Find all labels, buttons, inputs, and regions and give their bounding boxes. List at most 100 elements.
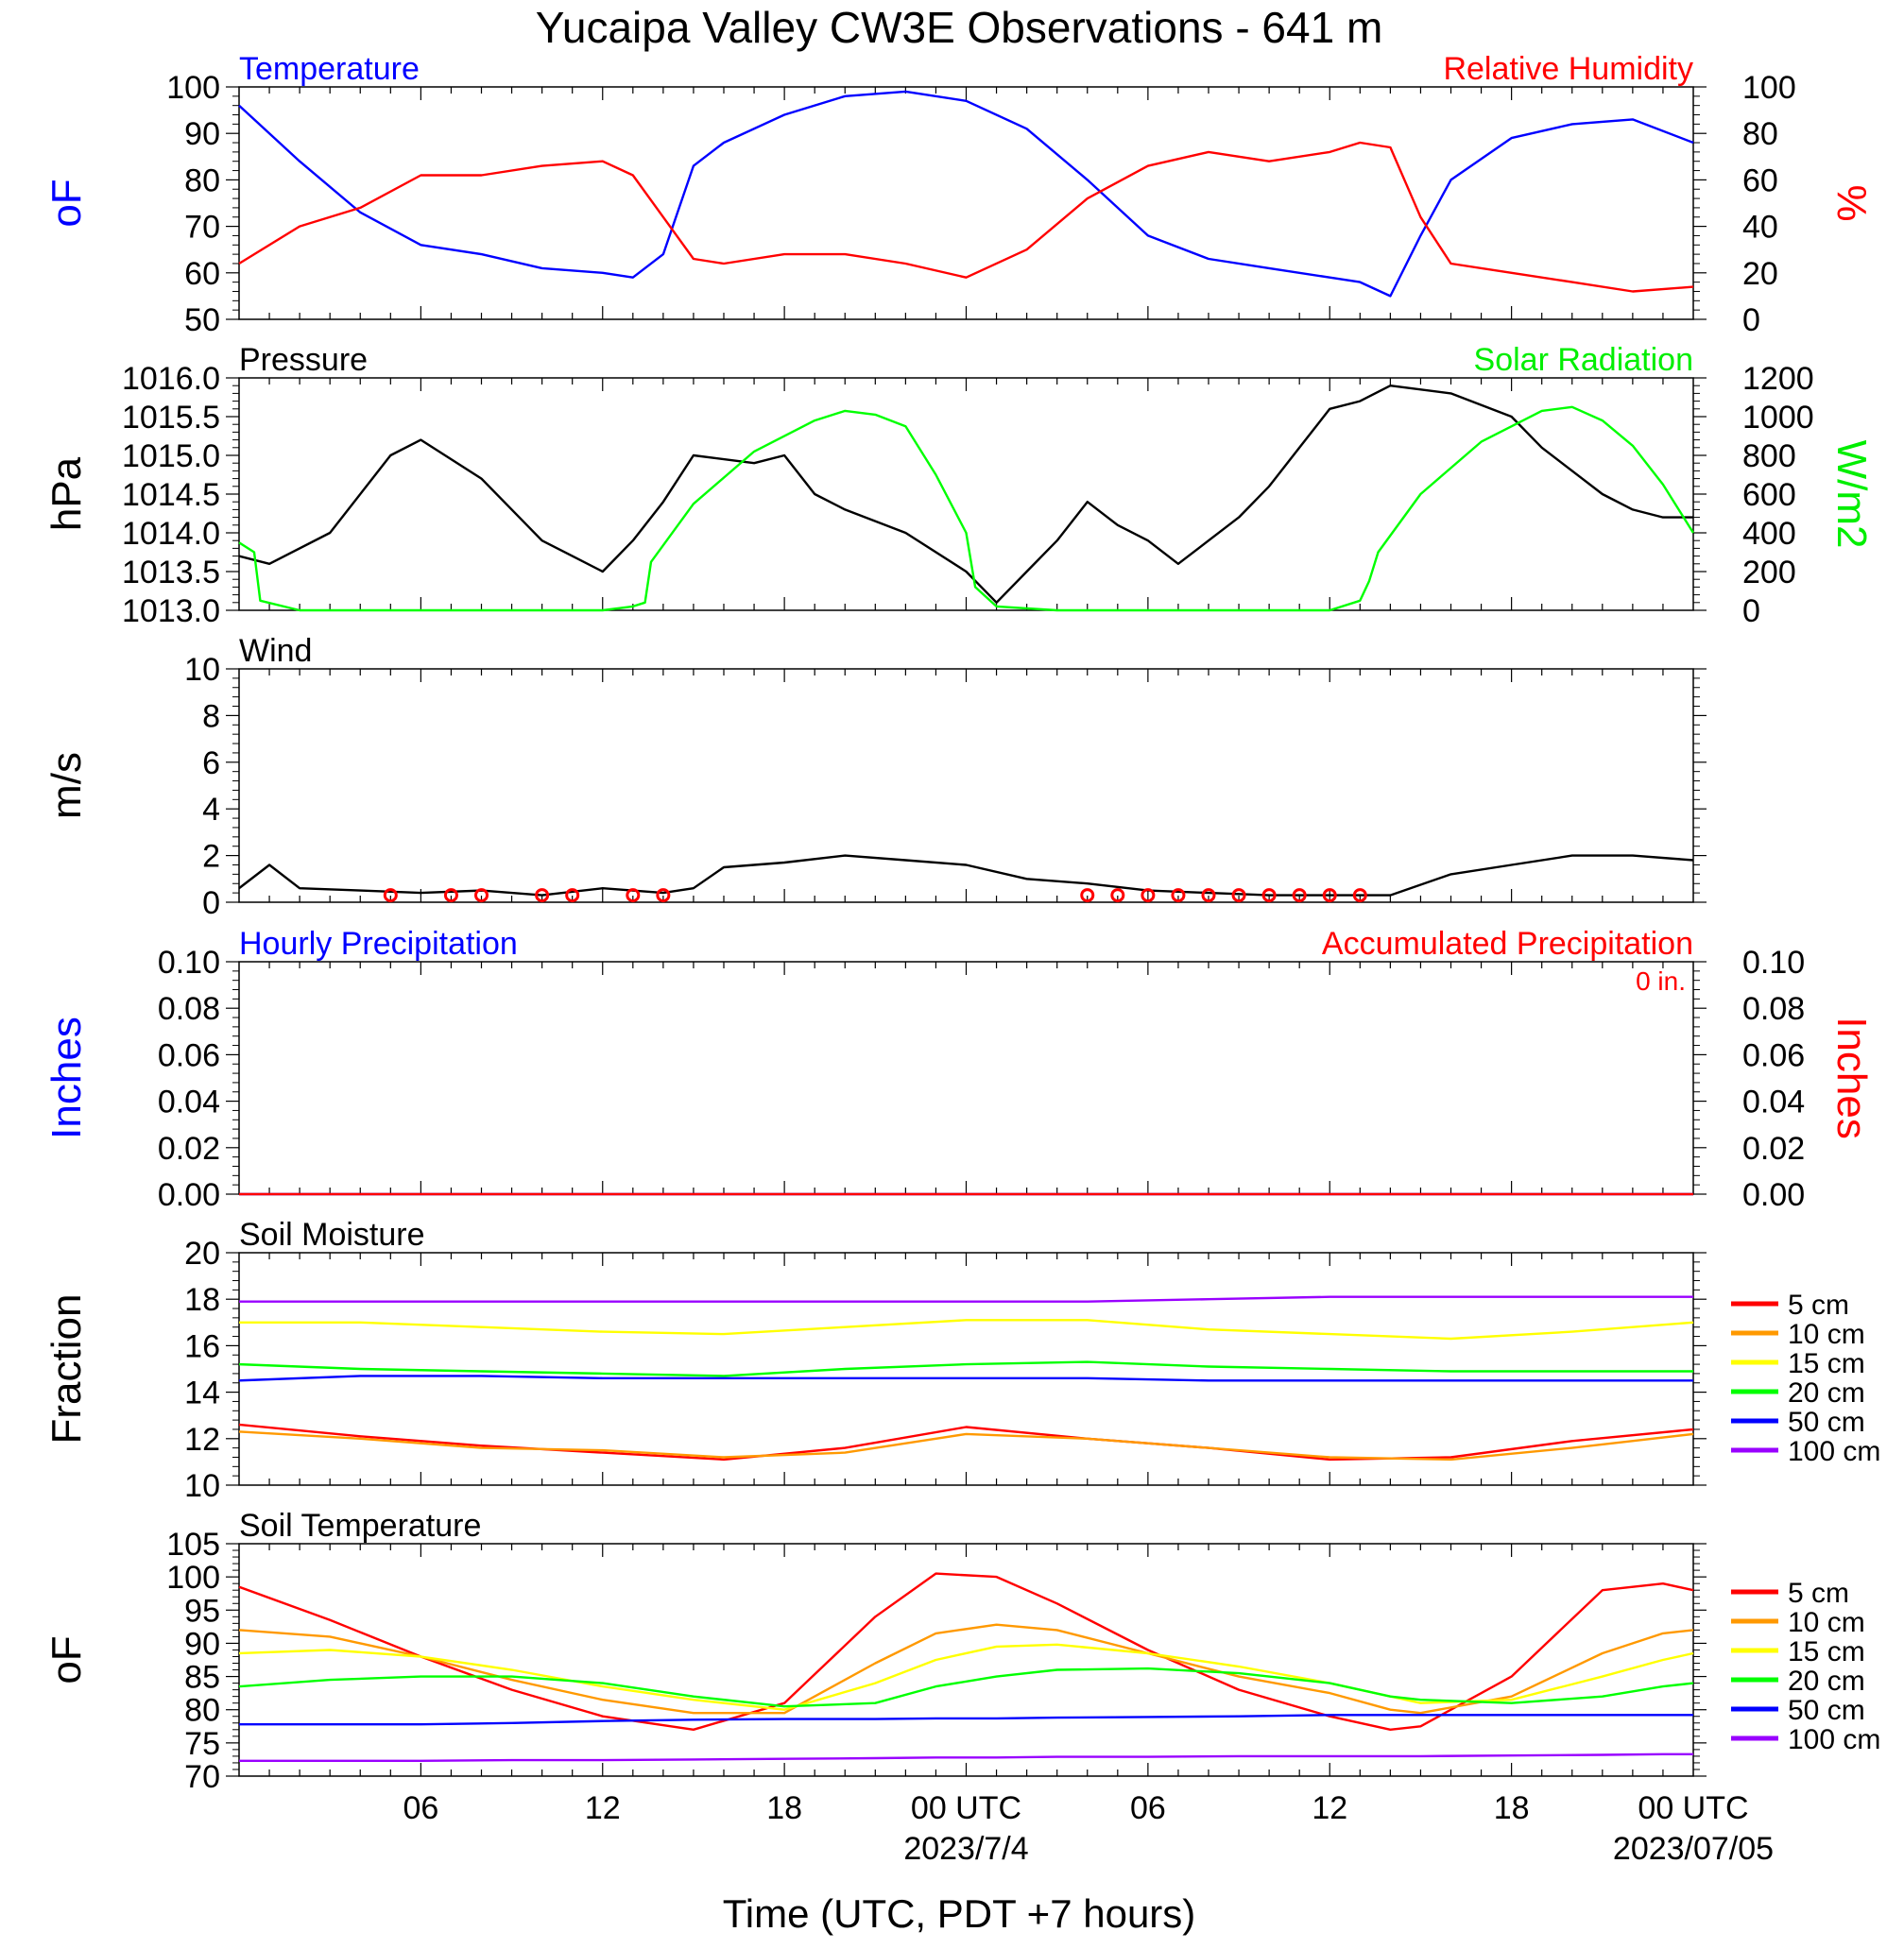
x-tick-label: 06 [1130,1790,1166,1826]
x-tick-label: 18 [1494,1790,1530,1826]
y-tick-label: 0.08 [158,991,220,1027]
calm-wind-marker [1080,888,1095,903]
series-line-1 [238,405,1695,612]
y2-tick-label: 400 [1742,516,1796,552]
legend-label: 15 cm [1788,1636,1865,1667]
y-tick-label: 1016.0 [122,361,220,397]
y-tick-label: 70 [184,210,220,246]
legend-label: 100 cm [1788,1436,1880,1467]
y-axis-label-group: oF [43,179,90,227]
x-tick-label: 00 UTC [911,1790,1021,1826]
y-tick-label: 20 [184,1236,220,1272]
series-line-0 [238,1572,1694,1732]
x-tick-label: 12 [1312,1790,1347,1826]
y2-tick-label: 40 [1742,210,1778,246]
series-line-0 [238,385,1693,604]
calm-wind-marker [1141,888,1156,903]
y2-tick-label: 200 [1742,555,1796,590]
y-tick-label: 18 [184,1282,220,1318]
series-line-3 [238,1360,1693,1377]
y-tick-label: 90 [184,116,220,152]
y-axis-label: oF [43,1635,90,1684]
calm-wind-marker [1201,888,1216,903]
y2-tick-label: 0.04 [1742,1085,1805,1120]
series-line-5 [239,1752,1693,1763]
y2-tick-label: 80 [1742,116,1778,152]
y2-tick-label: 1200 [1742,361,1814,397]
y-axis-label: hPa [43,456,90,531]
panel-title-right: Relative Humidity [1443,51,1693,87]
y-tick-label: 0 [202,885,220,921]
y-tick-label: 105 [166,1527,220,1563]
calm-wind-marker [1352,888,1367,903]
x-tick-label: 12 [585,1790,621,1826]
accumulated-total-label: 0 in. [1636,966,1686,996]
y-tick-label: 100 [166,1560,220,1596]
calm-wind-marker [565,888,580,903]
calm-wind-marker [474,888,489,903]
series-line-5 [239,1295,1693,1303]
legend-label: 10 cm [1788,1319,1865,1350]
panel-title-left: Pressure [239,342,368,378]
y-axis-label: Fraction [43,1294,90,1445]
y2-tick-label: 1000 [1742,400,1814,436]
plot-frame [238,668,1694,903]
calm-wind-marker [443,888,458,903]
calm-wind-marker [535,888,550,903]
y-tick-label: 1013.0 [122,593,220,629]
calm-wind-marker [1261,888,1277,903]
series-line-0 [238,854,1694,897]
x-tick-label: 00 UTC [1638,1790,1748,1826]
y2-tick-label: 0.08 [1742,991,1805,1027]
x-axis: 06 12 18 00 UTC 06 12 18 00 UTC 2023/7/4 2023/07/… [403,1790,1774,1867]
calm-wind-marker [626,888,641,903]
y2-tick-label: 60 [1742,162,1778,198]
y2-axis-label-group: % [1828,184,1875,221]
y-axis-label-group: hPa [43,456,90,531]
y-axis-label: oF [43,179,90,227]
x-axis-label: Time (UTC, PDT +7 hours) [723,1891,1196,1936]
figure-title: Yucaipa Valley CW3E Observations - 641 m [536,3,1383,52]
calm-wind-marker [383,888,398,903]
y-tick-label: 75 [184,1726,220,1762]
y-axis-label-group: Inches [43,1017,90,1139]
series-line-3 [238,1667,1694,1708]
panel-title-left: Wind [239,633,312,669]
y-tick-label: 2 [202,839,220,875]
y-tick-label: 0.00 [158,1177,220,1213]
y-tick-label: 0.04 [158,1085,220,1120]
y-tick-label: 16 [184,1328,220,1364]
legend-label: 50 cm [1788,1407,1865,1438]
y2-axis-label-group: W/m2 [1828,440,1875,549]
x-tick-label: 06 [403,1790,438,1826]
panel-wind: 0 2 4 6 8 10 Wind [184,633,1707,921]
legend-label: 15 cm [1788,1348,1865,1379]
y2-tick-label: 20 [1742,256,1778,292]
y-tick-label: 100 [166,70,220,106]
y-tick-label: 90 [184,1626,220,1662]
calm-wind-marker [1231,888,1246,903]
calm-wind-marker [1292,888,1307,903]
panel-soil_moisture: 10 12 14 16 18 20 Soil Moisture [184,1217,1707,1504]
y-tick-label: 0.06 [158,1037,220,1073]
y-axis-label-group: oF [43,1635,90,1684]
series-line-0 [238,1423,1694,1462]
series-line-4 [238,1375,1693,1382]
panel-pressure_solar: 1013.01013.51014.01014.51015.01015.51016… [122,342,1814,629]
plot-frame [238,86,1694,320]
plot-frame [238,1543,1694,1777]
y-tick-label: 10 [184,1468,220,1504]
y2-tick-label: 0.06 [1742,1037,1805,1073]
y-tick-label: 14 [184,1376,220,1411]
y2-tick-label: 0.10 [1742,945,1805,981]
legend-label: 10 cm [1788,1607,1865,1638]
x-tick-label: 18 [766,1790,802,1826]
panel-title-left: Soil Moisture [239,1217,425,1253]
y-tick-label: 0.02 [158,1131,220,1167]
y2-tick-label: 0.02 [1742,1131,1805,1167]
y2-axis-label: W/m2 [1828,440,1875,549]
